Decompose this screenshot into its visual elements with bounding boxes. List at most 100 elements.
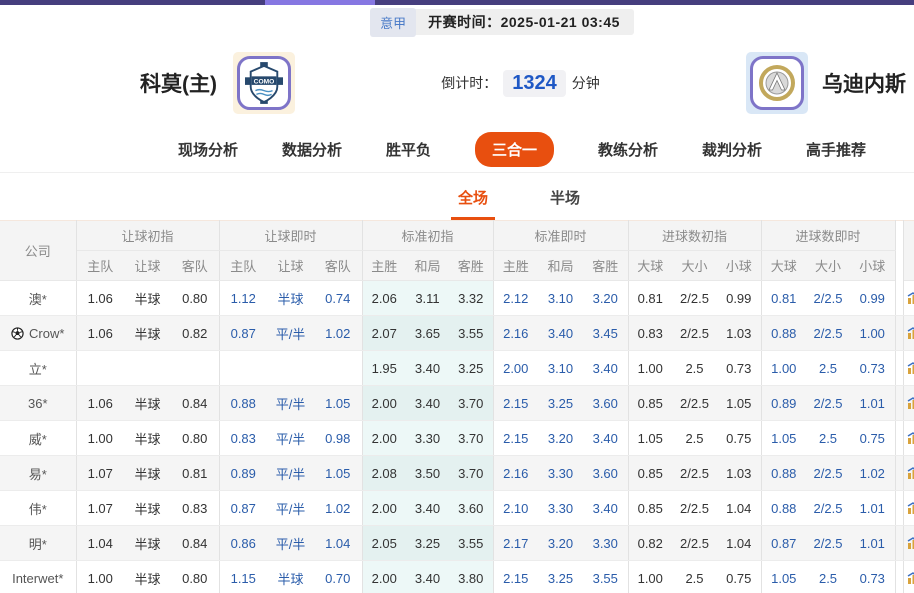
odds-cell[interactable]: 1.07 <box>76 490 124 526</box>
trend-chart-icon[interactable] <box>907 326 914 340</box>
nav-tab-3[interactable]: 胜平负 <box>385 142 431 159</box>
odds-cell[interactable]: 0.84 <box>171 525 220 561</box>
odds-cell[interactable]: 2/2.5 <box>672 525 717 561</box>
odds-cell[interactable]: 2.5 <box>672 420 717 456</box>
odds-cell[interactable]: 2/2.5 <box>672 490 717 526</box>
nav-tab-6[interactable]: 裁判分析 <box>702 142 763 159</box>
nav-tab-7[interactable]: 高手推荐 <box>806 142 867 159</box>
subtab-2[interactable]: 半场 <box>550 190 581 207</box>
odds-cell[interactable]: 0.81 <box>171 455 220 491</box>
odds-cell[interactable]: 0.88 <box>761 490 807 526</box>
odds-cell[interactable]: 3.20 <box>583 280 629 316</box>
odds-cell[interactable]: 2/2.5 <box>672 315 717 351</box>
nav-tab-2[interactable]: 数据分析 <box>281 142 342 159</box>
odds-cell[interactable]: 2.07 <box>362 315 406 351</box>
odds-cell[interactable]: 2.15 <box>493 385 538 421</box>
odds-cell[interactable]: 3.60 <box>583 455 629 491</box>
odds-cell[interactable]: 1.03 <box>717 455 762 491</box>
nav-tab-1[interactable]: 现场分析 <box>177 142 238 159</box>
odds-cell[interactable]: 3.40 <box>538 315 583 351</box>
odds-cell[interactable]: 3.40 <box>406 385 449 421</box>
odds-cell[interactable]: 3.65 <box>406 315 449 351</box>
odds-cell[interactable]: 半球 <box>124 525 171 561</box>
odds-cell[interactable]: 0.86 <box>219 525 267 561</box>
odds-cell[interactable]: 3.30 <box>538 490 583 526</box>
trend-chart-icon[interactable] <box>907 466 914 480</box>
odds-cell[interactable]: 2/2.5 <box>806 525 851 561</box>
odds-cell[interactable]: 半球 <box>267 560 314 593</box>
odds-cell[interactable]: 0.87 <box>219 490 267 526</box>
odds-cell[interactable]: 2.06 <box>362 280 406 316</box>
odds-cell[interactable]: 0.88 <box>761 455 807 491</box>
odds-cell[interactable]: 1.06 <box>76 385 124 421</box>
odds-cell[interactable]: 3.25 <box>538 560 583 593</box>
odds-cell[interactable]: 1.03 <box>717 315 762 351</box>
odds-cell[interactable]: 1.12 <box>219 280 267 316</box>
odds-cell[interactable]: 3.70 <box>449 455 494 491</box>
odds-cell[interactable]: 平/半 <box>267 420 314 456</box>
nav-tab-4[interactable]: 三合一 <box>474 132 554 167</box>
odds-cell[interactable]: 0.83 <box>219 420 267 456</box>
odds-cell[interactable]: 0.87 <box>761 525 807 561</box>
odds-cell[interactable]: 1.95 <box>362 350 406 386</box>
odds-cell[interactable]: 1.04 <box>314 525 363 561</box>
odds-cell[interactable]: 2.00 <box>362 490 406 526</box>
odds-cell[interactable]: 2.5 <box>672 560 717 593</box>
odds-cell[interactable]: 0.88 <box>219 385 267 421</box>
odds-cell[interactable]: 0.89 <box>219 455 267 491</box>
odds-cell[interactable]: 0.85 <box>628 490 672 526</box>
odds-cell[interactable]: 2/2.5 <box>672 455 717 491</box>
odds-cell[interactable]: 平/半 <box>267 385 314 421</box>
trend-chart-icon-cell[interactable] <box>903 490 914 526</box>
odds-cell[interactable]: 2/2.5 <box>806 385 851 421</box>
odds-cell[interactable]: 平/半 <box>267 315 314 351</box>
odds-cell[interactable]: 0.75 <box>717 420 762 456</box>
odds-cell[interactable]: 1.04 <box>76 525 124 561</box>
odds-cell[interactable]: 0.80 <box>171 280 220 316</box>
odds-cell[interactable]: 1.00 <box>76 420 124 456</box>
odds-cell[interactable]: 3.20 <box>538 420 583 456</box>
odds-cell[interactable]: 半球 <box>267 280 314 316</box>
trend-chart-icon-cell[interactable] <box>903 350 914 386</box>
odds-cell[interactable]: 2.16 <box>493 455 538 491</box>
odds-cell[interactable]: 2.15 <box>493 560 538 593</box>
odds-cell[interactable]: 1.01 <box>850 525 896 561</box>
trend-chart-icon[interactable] <box>907 501 914 515</box>
odds-cell[interactable]: 3.25 <box>538 385 583 421</box>
odds-cell[interactable]: 3.60 <box>449 490 494 526</box>
trend-chart-icon-cell[interactable] <box>903 385 914 421</box>
odds-cell[interactable]: 0.73 <box>850 560 896 593</box>
odds-cell[interactable]: 3.40 <box>406 490 449 526</box>
odds-cell[interactable]: 0.83 <box>628 315 672 351</box>
odds-cell[interactable]: 1.05 <box>314 455 363 491</box>
odds-cell[interactable]: 1.05 <box>314 385 363 421</box>
odds-cell[interactable]: 0.73 <box>717 350 762 386</box>
subtab-1[interactable]: 全场 <box>450 187 495 220</box>
odds-cell[interactable]: 1.01 <box>850 385 896 421</box>
odds-cell[interactable]: 3.10 <box>538 350 583 386</box>
odds-cell[interactable]: 半球 <box>124 560 171 593</box>
odds-cell[interactable]: 1.02 <box>314 490 363 526</box>
odds-cell[interactable]: 3.25 <box>449 350 494 386</box>
trend-chart-icon[interactable] <box>907 291 914 305</box>
odds-cell[interactable]: 1.15 <box>219 560 267 593</box>
odds-cell[interactable]: 3.70 <box>449 420 494 456</box>
odds-cell[interactable]: 平/半 <box>267 455 314 491</box>
odds-cell[interactable]: 0.99 <box>717 280 762 316</box>
odds-cell[interactable]: 3.20 <box>538 525 583 561</box>
odds-cell[interactable]: 3.50 <box>406 455 449 491</box>
odds-cell[interactable]: 2.00 <box>362 385 406 421</box>
odds-cell[interactable]: 3.40 <box>583 490 629 526</box>
odds-cell[interactable]: 3.40 <box>583 420 629 456</box>
odds-cell[interactable]: 3.60 <box>583 385 629 421</box>
odds-cell[interactable]: 0.73 <box>850 350 896 386</box>
odds-cell[interactable]: 1.01 <box>850 490 896 526</box>
odds-cell[interactable]: 半球 <box>124 420 171 456</box>
odds-cell[interactable]: 0.75 <box>850 420 896 456</box>
odds-cell[interactable]: 1.02 <box>850 455 896 491</box>
odds-cell[interactable]: 3.32 <box>449 280 494 316</box>
odds-cell[interactable]: 3.55 <box>583 560 629 593</box>
trend-chart-icon[interactable] <box>907 396 914 410</box>
odds-cell[interactable]: 半球 <box>124 315 171 351</box>
odds-cell[interactable]: 半球 <box>124 490 171 526</box>
